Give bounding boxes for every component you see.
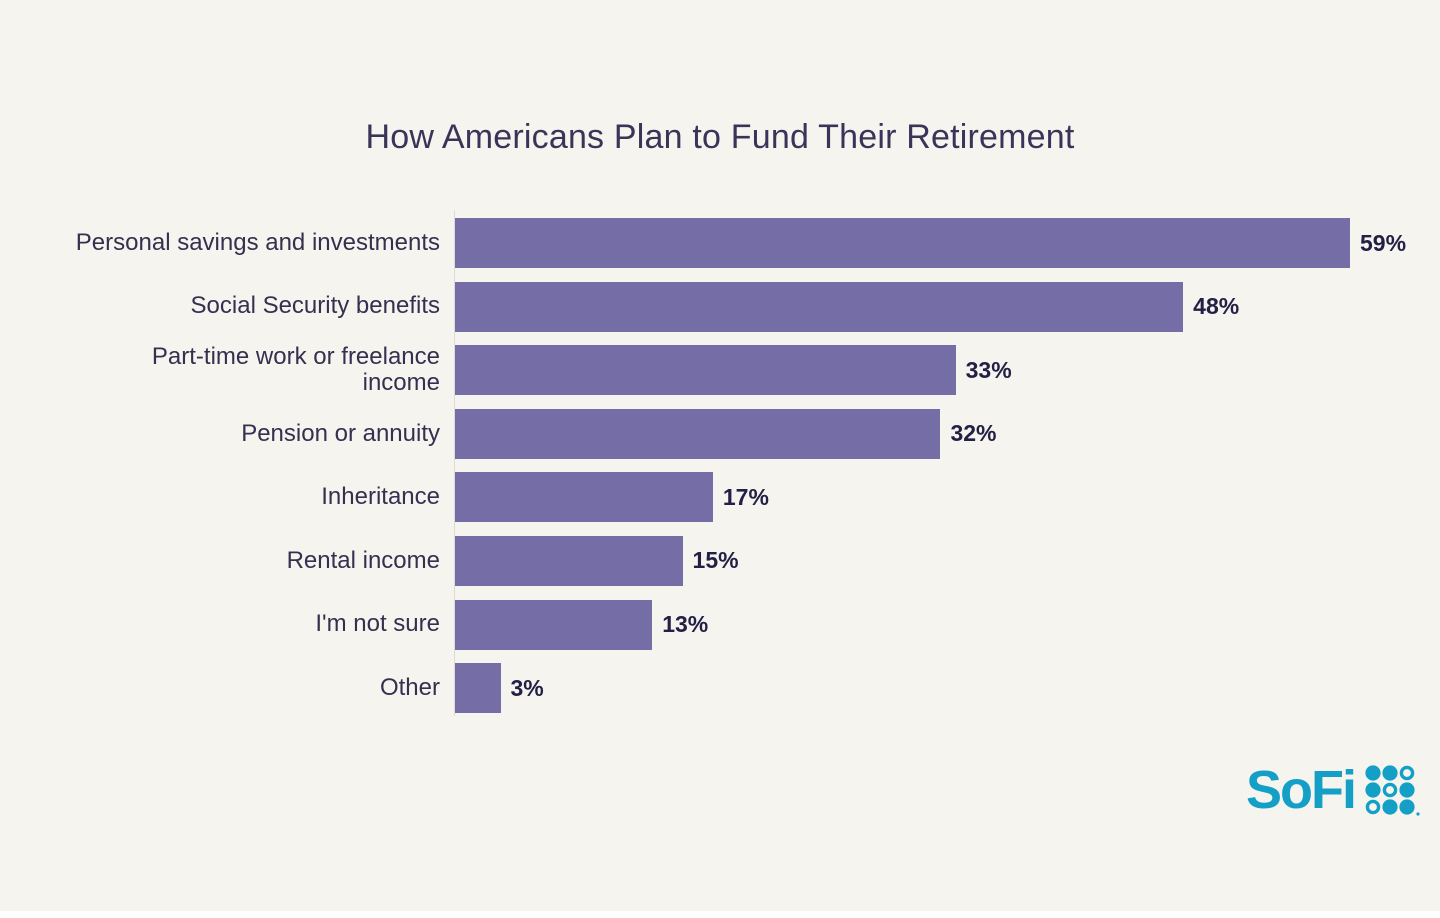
sofi-dot-grid-icon xyxy=(1365,765,1420,816)
bar-row: Pension or annuity 32% xyxy=(0,408,1440,459)
bottom-edge-strip xyxy=(0,911,1440,918)
category-label: Social Security benefits xyxy=(190,292,440,320)
value-label: 3% xyxy=(510,674,544,701)
value-label: 33% xyxy=(965,356,1012,383)
chart-title: How Americans Plan to Fund Their Retirem… xyxy=(365,118,1075,156)
bar xyxy=(455,599,653,650)
bar-track: 33% xyxy=(455,345,1440,396)
value-label: 48% xyxy=(1193,293,1240,320)
bar-row: Personal savings and investments 59% xyxy=(0,218,1440,268)
bar-row: Part-time work or freelance income 33% xyxy=(0,342,1440,397)
bar-row: Rental income 15% xyxy=(0,535,1440,586)
category-label: Rental income xyxy=(286,546,440,574)
sofi-wordmark: SoFi xyxy=(1246,760,1357,820)
bar-track: 48% xyxy=(455,281,1440,332)
axis-baseline xyxy=(454,210,455,716)
bar-track: 13% xyxy=(455,599,1440,650)
category-label: I'm not sure xyxy=(315,610,440,638)
value-label: 13% xyxy=(662,611,709,638)
value-label: 15% xyxy=(692,547,739,574)
bar xyxy=(455,535,683,586)
bar xyxy=(455,408,941,459)
bar-row: Inheritance 17% xyxy=(0,472,1440,523)
bar-row: Other 3% xyxy=(0,663,1440,714)
bar xyxy=(455,345,956,396)
bar-track: 15% xyxy=(455,535,1440,586)
bar xyxy=(455,218,1351,268)
category-label: Inheritance xyxy=(321,483,440,511)
value-label: 17% xyxy=(722,483,769,510)
value-label: 59% xyxy=(1360,229,1407,256)
category-label: Other xyxy=(379,673,440,701)
category-label: Part-time work or freelance income xyxy=(151,342,440,397)
bar-row: Social Security benefits 48% xyxy=(0,281,1440,332)
bar-row: I'm not sure 13% xyxy=(0,599,1440,650)
bar-track: 3% xyxy=(455,663,1440,714)
value-label: 32% xyxy=(950,420,997,447)
bar xyxy=(455,281,1184,332)
bar xyxy=(455,663,501,714)
bar xyxy=(455,472,713,523)
category-label: Pension or annuity xyxy=(241,419,440,447)
category-label: Personal savings and investments xyxy=(75,228,440,256)
bar-track: 32% xyxy=(455,408,1440,459)
bar-track: 59% xyxy=(455,218,1440,268)
bar-rows: Personal savings and investments 59% Soc… xyxy=(0,218,1440,727)
sofi-logo: SoFi xyxy=(1246,760,1420,820)
bar-track: 17% xyxy=(455,472,1440,523)
